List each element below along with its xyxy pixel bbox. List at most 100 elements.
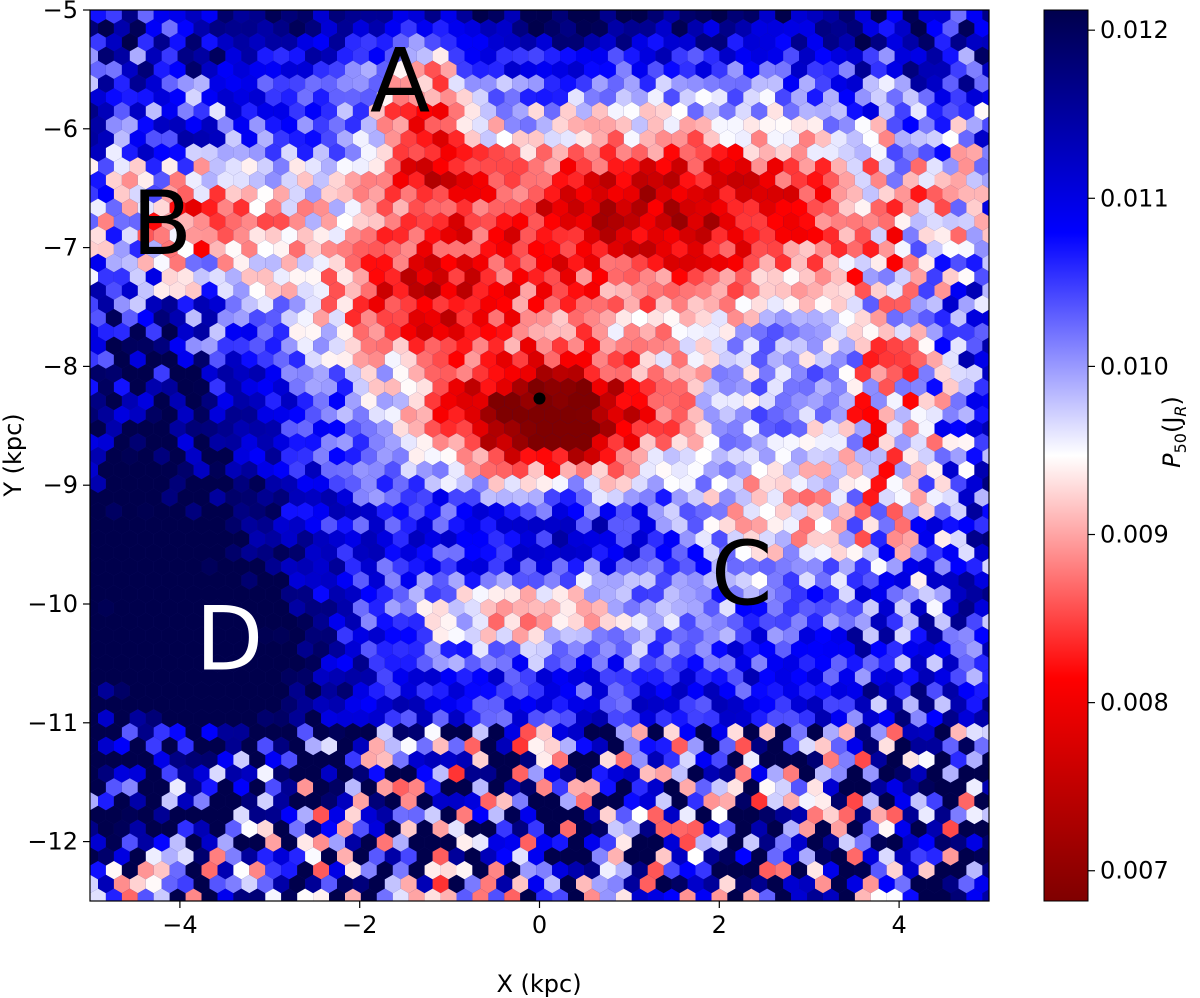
- hexbin-cell: [536, 502, 553, 521]
- hexbin-cell: [886, 529, 903, 549]
- hexbin-cell: [671, 819, 688, 838]
- hexbin-cell: [560, 874, 576, 894]
- hexbin-cell: [584, 612, 600, 631]
- hexbin-cell: [775, 226, 792, 245]
- hexbin-cell: [544, 874, 561, 894]
- colorbar-label-sub: 50: [1171, 433, 1190, 453]
- hexbin-cell: [113, 295, 130, 314]
- hexbin-cell: [66, 378, 82, 396]
- hexbin-cell: [368, 102, 385, 121]
- hexbin-cell: [512, 764, 529, 783]
- colorbar-label: P50(JR): [1158, 396, 1190, 468]
- hexbin-cell: [440, 226, 457, 245]
- hexbin-cell: [878, 102, 895, 121]
- hexbin-cell: [137, 60, 154, 79]
- hexbin-cell: [281, 226, 298, 245]
- hexbin-cell: [783, 764, 800, 783]
- hexbin-cell: [408, 888, 425, 901]
- hexbin-cell: [631, 33, 648, 52]
- hexbin-cell: [512, 350, 529, 369]
- hexbin-cell: [504, 115, 521, 135]
- hexbin-cell: [799, 184, 815, 204]
- hexbin-cell: [480, 184, 497, 204]
- hexbin-cell: [129, 157, 146, 176]
- hexbin-cell: [687, 736, 704, 756]
- hexbin-cell: [392, 309, 409, 328]
- hexbin-cell: [639, 184, 656, 204]
- hexbin-cell: [90, 723, 106, 742]
- hexbin-cell: [950, 198, 967, 217]
- hexbin-cell: [560, 460, 576, 480]
- hexbin-cell: [791, 750, 808, 769]
- hexbin-cell: [440, 33, 457, 52]
- hexbin-cell: [775, 833, 792, 852]
- hexbin-cell: [177, 433, 194, 452]
- hexbin-cell: [862, 184, 879, 204]
- hexbin-cell: [655, 488, 672, 507]
- hexbin-cell: [926, 874, 943, 894]
- hexbin-cell: [249, 364, 266, 383]
- hexbin-cell: [400, 626, 417, 645]
- hexbin-cell: [345, 474, 361, 493]
- hexbin-cell: [552, 336, 568, 355]
- hexbin-cell: [153, 391, 170, 411]
- hexbin-cell: [791, 833, 808, 852]
- hexbin-cell: [321, 681, 337, 700]
- hexbin-cell: [735, 764, 752, 783]
- hexbin-cell: [807, 502, 823, 521]
- hexbin-cell: [950, 447, 967, 466]
- hexbin-cell: [846, 267, 863, 286]
- hexbin-cell: [902, 419, 919, 438]
- hexbin-cell: [591, 350, 608, 369]
- hexbin-cell: [695, 502, 712, 521]
- hexbin-cell: [982, 309, 989, 327]
- hexbin-cell: [751, 847, 768, 866]
- x-tick-label: −2: [342, 911, 377, 939]
- hexbin-cell: [504, 805, 521, 825]
- hexbin-cell: [297, 391, 314, 411]
- hexbin-cell: [767, 322, 784, 342]
- hexbin-cell: [368, 129, 385, 148]
- hexbin-cell: [392, 502, 409, 521]
- hexbin-cell: [129, 350, 146, 369]
- hexbin-cell: [440, 502, 457, 521]
- hexbin-cell: [568, 640, 584, 659]
- hexbin-cell: [759, 391, 776, 411]
- hexbin-cell: [854, 529, 871, 549]
- hexbin-cell: [217, 640, 234, 659]
- hexbin-cell: [74, 502, 90, 520]
- hexbin-cell: [639, 819, 656, 838]
- hexbin-cell: [607, 626, 624, 645]
- hexbin-cell: [488, 336, 505, 355]
- hexbin-cell: [783, 543, 800, 562]
- hexbin-cell: [886, 861, 903, 880]
- hexbin-cell: [990, 488, 1006, 506]
- hexbin-cell: [352, 295, 369, 314]
- hexbin-cell: [950, 226, 967, 245]
- hexbin-cell: [727, 778, 744, 797]
- hexbin-cell: [623, 378, 640, 397]
- hexbin-cell: [727, 750, 744, 769]
- hexbin-cell: [384, 350, 401, 369]
- hexbin-cell: [751, 571, 768, 590]
- hexbin-cell: [838, 778, 855, 797]
- hexbin-cell: [894, 102, 911, 121]
- hexbin-cell: [647, 861, 664, 880]
- hexbin-cell: [360, 529, 377, 549]
- hexbin-cell: [631, 10, 648, 24]
- hexbin-cell: [392, 281, 409, 300]
- hexbin-cell: [990, 74, 1006, 92]
- hexbin-cell: [257, 874, 274, 894]
- hexbin-cell: [265, 723, 282, 742]
- hexbin-cell: [464, 460, 481, 480]
- hexbin-cell: [918, 667, 935, 687]
- hexbin-cell: [448, 19, 465, 38]
- hexbin-cell: [241, 543, 258, 562]
- hexbin-cell: [727, 667, 744, 687]
- hexbin-cell: [273, 654, 290, 673]
- hexbin-cell: [902, 695, 919, 714]
- hexbin-cell: [384, 184, 401, 204]
- hexbin-cell: [472, 695, 489, 714]
- hexbin-cell: [281, 391, 298, 411]
- hexbin-cell: [894, 433, 911, 452]
